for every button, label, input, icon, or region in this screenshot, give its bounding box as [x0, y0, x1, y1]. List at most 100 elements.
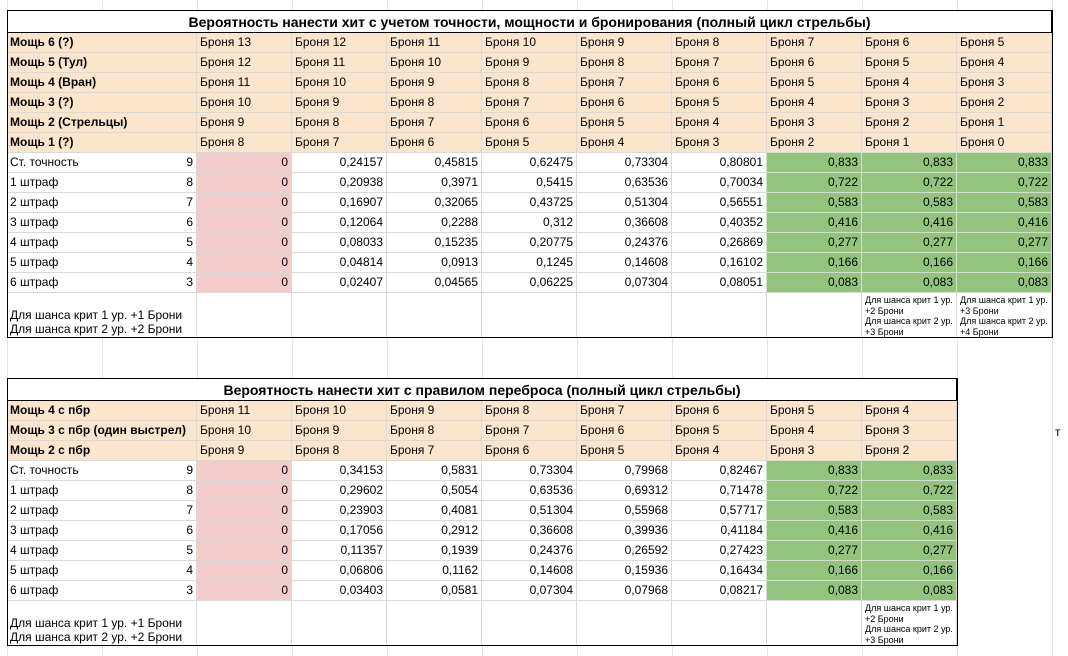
probability-cell: 0,3971: [387, 173, 482, 193]
row-label: 3 штраф: [7, 521, 197, 541]
probability-cell: 0,69312: [577, 481, 672, 501]
probability-cell: 0,26869: [672, 233, 767, 253]
row-label: 6 штраф: [7, 581, 197, 601]
probability-cell: 0,15235: [387, 233, 482, 253]
probability-cell: 0,63536: [577, 173, 672, 193]
probability-cell: 0,20775: [482, 233, 577, 253]
probability-cell: 0,583: [862, 193, 957, 213]
row-label: Ст. точность: [7, 153, 197, 173]
probability-cell: 0,34153: [292, 461, 387, 481]
column-header: Броня 10: [292, 401, 387, 421]
table-title: Вероятность нанести хит с учетом точност…: [7, 10, 1052, 33]
column-header: Броня 6: [482, 113, 577, 133]
note-cell: [767, 601, 862, 646]
column-header: Броня 4: [767, 421, 862, 441]
probability-cell: 0,07304: [482, 581, 577, 601]
row-label: 4 штраф: [7, 233, 197, 253]
probability-cell: 0,17056: [292, 521, 387, 541]
column-header: Броня 12: [292, 33, 387, 53]
column-header: Броня 7: [767, 33, 862, 53]
probability-cell: 0,833: [862, 461, 957, 481]
row-label: Ст. точность: [7, 461, 197, 481]
side-note-text: +2 Брони: [865, 305, 904, 316]
probability-cell: 0,583: [767, 501, 862, 521]
probability-cell: 0: [197, 581, 292, 601]
probability-cell: 0,277: [862, 233, 957, 253]
probability-cell: 0,80801: [672, 153, 767, 173]
note-cell: [672, 293, 767, 338]
column-header: Броня 8: [197, 133, 292, 153]
side-note-text: Для шанса крит 1 ур.: [960, 295, 1048, 305]
side-note-text: Для шанса крит 2 ур.: [865, 316, 953, 326]
probability-cell: 0,5054: [387, 481, 482, 501]
probability-cell: 0,833: [767, 461, 862, 481]
accuracy-value: 9: [150, 461, 197, 481]
probability-cell: 0,16907: [292, 193, 387, 213]
column-header: Броня 2: [957, 93, 1052, 113]
column-header: Броня 7: [387, 441, 482, 461]
note-cell: [482, 293, 577, 338]
probability-cell: 0: [197, 273, 292, 293]
row-header: Мощь 1 (?): [7, 133, 197, 153]
probability-cell: 0,166: [957, 253, 1052, 273]
accuracy-value: 8: [150, 173, 197, 193]
accuracy-value: 5: [150, 233, 197, 253]
probability-cell: 0,04565: [387, 273, 482, 293]
probability-cell: 0,312: [482, 213, 577, 233]
column-header: Броня 5: [577, 113, 672, 133]
probability-cell: 0,583: [862, 501, 957, 521]
note-cell: [197, 601, 292, 646]
probability-cell: 0,08051: [672, 273, 767, 293]
stray-cell: т: [1055, 425, 1061, 439]
side-note-text: Для шанса крит 2 ур.: [865, 624, 953, 634]
probability-cell: 0,06225: [482, 273, 577, 293]
probability-cell: 0,20938: [292, 173, 387, 193]
column-header: Броня 9: [482, 53, 577, 73]
table-title: Вероятность нанести хит с правилом переб…: [7, 378, 957, 401]
note-cell: [482, 601, 577, 646]
probability-cell: 0,36608: [482, 521, 577, 541]
column-header: Броня 3: [862, 421, 957, 441]
probability-cell: 0,11357: [292, 541, 387, 561]
accuracy-value: 4: [150, 561, 197, 581]
row-header: Мощь 3 с пбр (один выстрел): [7, 421, 197, 441]
column-header: Броня 8: [672, 33, 767, 53]
probability-cell: 0,583: [767, 193, 862, 213]
probability-cell: 0,36608: [577, 213, 672, 233]
row-label: 2 штраф: [7, 193, 197, 213]
column-header: Броня 3: [862, 93, 957, 113]
probability-cell: 0,63536: [482, 481, 577, 501]
column-header: Броня 5: [482, 133, 577, 153]
probability-cell: 0,24376: [482, 541, 577, 561]
probability-cell: 0,29602: [292, 481, 387, 501]
probability-cell: 0,0581: [387, 581, 482, 601]
note-text: Для шанса крит 1 ур. +1 Брони: [10, 308, 183, 322]
accuracy-value: 5: [150, 541, 197, 561]
probability-cell: 0,08033: [292, 233, 387, 253]
probability-cell: 0,4081: [387, 501, 482, 521]
column-header: Броня 8: [577, 53, 672, 73]
probability-cell: 0,1245: [482, 253, 577, 273]
column-header: Броня 4: [672, 113, 767, 133]
probability-cell: 0,26592: [577, 541, 672, 561]
column-header: Броня 3: [767, 441, 862, 461]
probability-cell: 0,416: [767, 521, 862, 541]
probability-cell: 0: [197, 521, 292, 541]
probability-cell: 0,71478: [672, 481, 767, 501]
probability-cell: 0,277: [767, 541, 862, 561]
column-header: Броня 8: [387, 421, 482, 441]
probability-cell: 0,45815: [387, 153, 482, 173]
column-header: Броня 13: [197, 33, 292, 53]
probability-cell: 0,39936: [577, 521, 672, 541]
column-header: Броня 2: [767, 133, 862, 153]
probability-cell: 0,32065: [387, 193, 482, 213]
probability-cell: 0,2288: [387, 213, 482, 233]
column-header: Броня 6: [862, 33, 957, 53]
probability-cell: 0,06806: [292, 561, 387, 581]
column-header: Броня 11: [387, 33, 482, 53]
probability-cell: 0: [197, 193, 292, 213]
probability-cell: 0,62475: [482, 153, 577, 173]
row-label: 1 штраф: [7, 173, 197, 193]
note-cell: [672, 601, 767, 646]
